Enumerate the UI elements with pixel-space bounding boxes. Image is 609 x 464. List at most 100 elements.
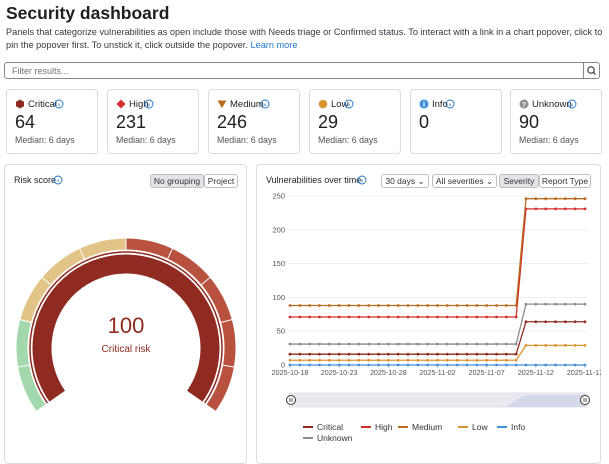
data-point: [347, 315, 351, 319]
icon-shape: [519, 99, 529, 109]
card-count: 64: [15, 112, 36, 132]
learn-more-link[interactable]: Learn more: [250, 39, 298, 50]
data-point: [337, 352, 341, 356]
data-point: [504, 358, 508, 362]
severity-card[interactable]: High 231 Median: 6 days: [107, 89, 199, 154]
unknown-icon: ?: [519, 99, 529, 109]
data-point: [485, 352, 489, 356]
data-point: [406, 304, 410, 307]
data-point: [426, 315, 430, 319]
severity-card[interactable]: Info 0: [410, 89, 502, 154]
y-tick-label: 200: [272, 225, 285, 234]
data-point: [475, 342, 479, 346]
data-point: [347, 363, 351, 367]
severity-card[interactable]: Critical 64 Median: 6 days: [6, 89, 98, 154]
data-point: [377, 315, 380, 319]
data-point: [544, 197, 548, 201]
data-point: [386, 352, 390, 356]
legend-label: Unknown: [317, 433, 353, 443]
description-text: Panels that categorize vulnerabilities a…: [6, 27, 603, 50]
dropdown[interactable]: All severities ⌄: [432, 174, 497, 188]
data-point: [573, 320, 577, 324]
data-point: [573, 207, 577, 211]
data-point: [357, 342, 361, 346]
data-point: [386, 315, 390, 319]
toggle-button[interactable]: Severity: [499, 174, 539, 188]
severity-card[interactable]: Low 29 Median: 6 days: [309, 89, 401, 154]
data-point: [563, 363, 567, 367]
toggle-button[interactable]: Project: [204, 174, 238, 188]
data-point: [445, 363, 449, 367]
page-title: Security dashboard: [6, 3, 170, 23]
data-point: [554, 363, 557, 367]
data-point: [377, 342, 380, 346]
card-count: 90: [519, 112, 540, 132]
icon-shape: [116, 99, 126, 109]
gauge-divider: [219, 318, 234, 324]
critical-icon: [16, 99, 24, 109]
data-point: [544, 302, 548, 306]
data-point: [455, 352, 459, 356]
card-label: Info: [432, 99, 448, 110]
data-point: [327, 358, 331, 362]
legend-label: Low: [472, 422, 488, 432]
data-point: [406, 352, 410, 356]
info-icon: [419, 99, 429, 109]
data-point: [534, 343, 538, 347]
data-point: [583, 207, 587, 211]
search-icon: [587, 66, 595, 74]
data-point: [563, 320, 567, 324]
data-point: [367, 342, 371, 346]
data-point: [396, 342, 400, 346]
data-point: [318, 342, 321, 346]
dropdown[interactable]: 30 days ⌄: [381, 174, 429, 188]
medium-icon: [217, 100, 227, 108]
data-point: [298, 315, 302, 319]
slider-handle[interactable]: [580, 395, 590, 405]
info-icon: [567, 99, 577, 109]
data-point: [308, 304, 312, 307]
toggle-button[interactable]: No grouping: [150, 174, 204, 188]
data-point: [288, 304, 292, 307]
severity-card[interactable]: Medium 246 Median: 6 days: [208, 89, 300, 154]
data-point: [298, 358, 302, 362]
data-point: [485, 363, 489, 367]
toggle-button[interactable]: Report Type: [539, 174, 591, 188]
slider-handle[interactable]: [286, 395, 296, 405]
data-point: [377, 304, 380, 307]
data-point: [367, 363, 371, 367]
data-point: [465, 304, 469, 307]
data-point: [534, 320, 538, 324]
x-tick-label: 2025-11-12: [518, 368, 554, 377]
data-point: [455, 358, 459, 362]
data-point: [347, 304, 351, 307]
icon-shape: [423, 103, 425, 107]
data-point: [436, 304, 439, 307]
search-button[interactable]: [583, 63, 599, 78]
data-point: [504, 363, 508, 367]
data-point: [485, 315, 489, 319]
data-point: [426, 304, 430, 307]
severity-card[interactable]: ? Unknown 90 Median: 6 days: [510, 89, 602, 154]
data-point: [554, 197, 557, 201]
x-tick-label: 2025-11-02: [419, 368, 455, 377]
data-point: [367, 304, 371, 307]
data-point: [485, 358, 489, 362]
high-icon: [116, 99, 126, 109]
x-tick-label: 2025-10-18: [272, 368, 309, 377]
gauge-divider: [78, 247, 86, 261]
data-point: [436, 358, 439, 362]
data-point: [386, 304, 390, 307]
filter-input[interactable]: Filter results...: [4, 62, 600, 79]
data-point: [416, 358, 420, 362]
data-point: [318, 315, 321, 319]
security-dashboard: {"header": {"title": "Security dashboard…: [4, 3, 606, 464]
description: Panels that categorize vulnerabilities a…: [6, 26, 606, 51]
data-point: [475, 352, 479, 356]
card-count: 246: [217, 112, 248, 132]
data-point: [514, 315, 518, 319]
data-point: [327, 342, 331, 346]
card-label: High: [129, 99, 149, 110]
info-icon: [445, 99, 455, 109]
data-point: [534, 302, 538, 306]
